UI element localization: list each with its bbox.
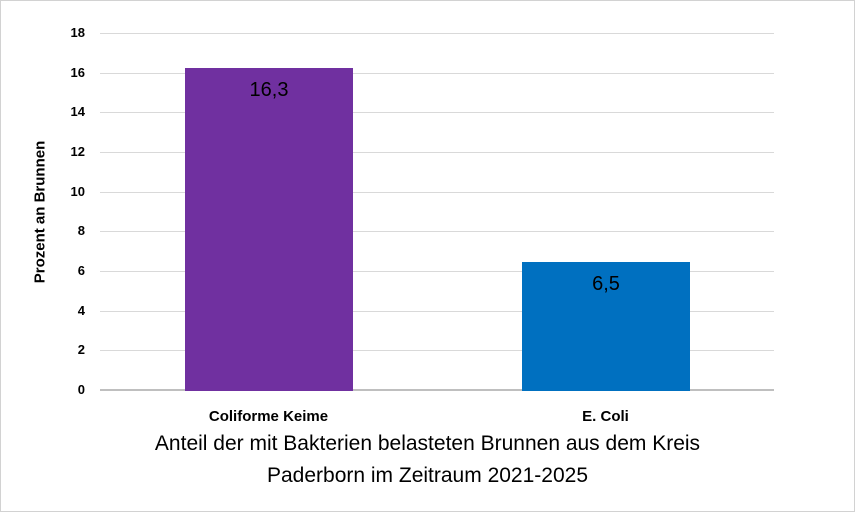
chart-title: Anteil der mit Bakterien belasteten Brun… bbox=[1, 428, 854, 492]
y-tick-label-16: 16 bbox=[70, 65, 85, 80]
plot-area: 16,3 6,5 bbox=[100, 33, 774, 391]
gridline-10 bbox=[100, 192, 774, 193]
y-axis-ticks: 0 2 4 6 8 10 12 14 16 18 bbox=[1, 25, 85, 397]
bar-coliforme-keime: 16,3 bbox=[185, 68, 353, 391]
gridline-18 bbox=[100, 33, 774, 34]
bar-value-label: 6,5 bbox=[592, 273, 620, 295]
gridline-12 bbox=[100, 152, 774, 153]
y-tick-label-6: 6 bbox=[77, 263, 85, 278]
y-tick-label-2: 2 bbox=[77, 342, 85, 357]
x-category-label-coliforme-keime: Coliforme Keime bbox=[208, 408, 329, 425]
x-axis-labels: Coliforme Keime E. Coli bbox=[100, 408, 774, 428]
gridline-8 bbox=[100, 231, 774, 232]
y-tick-label-8: 8 bbox=[77, 223, 85, 238]
y-tick-label-18: 18 bbox=[70, 25, 85, 40]
gridline-6 bbox=[100, 271, 774, 272]
gridline-2 bbox=[100, 350, 774, 351]
y-tick-label-10: 10 bbox=[70, 184, 85, 199]
x-category-label-e-coli: E. Coli bbox=[582, 408, 629, 425]
gridline-4 bbox=[100, 311, 774, 312]
y-tick-label-12: 12 bbox=[70, 144, 85, 159]
bar-e-coli: 6,5 bbox=[522, 262, 690, 391]
gridline-14 bbox=[100, 112, 774, 113]
gridline-16 bbox=[100, 73, 774, 74]
y-tick-label-4: 4 bbox=[77, 303, 85, 318]
chart-title-line-2: Paderborn im Zeitraum 2021-2025 bbox=[266, 464, 588, 487]
bar-value-label: 16,3 bbox=[249, 79, 289, 101]
x-axis-line bbox=[100, 389, 774, 391]
y-tick-label-0: 0 bbox=[77, 382, 85, 397]
y-tick-label-14: 14 bbox=[70, 104, 85, 119]
chart-title-line-1: Anteil der mit Bakterien belasteten Brun… bbox=[154, 432, 701, 455]
